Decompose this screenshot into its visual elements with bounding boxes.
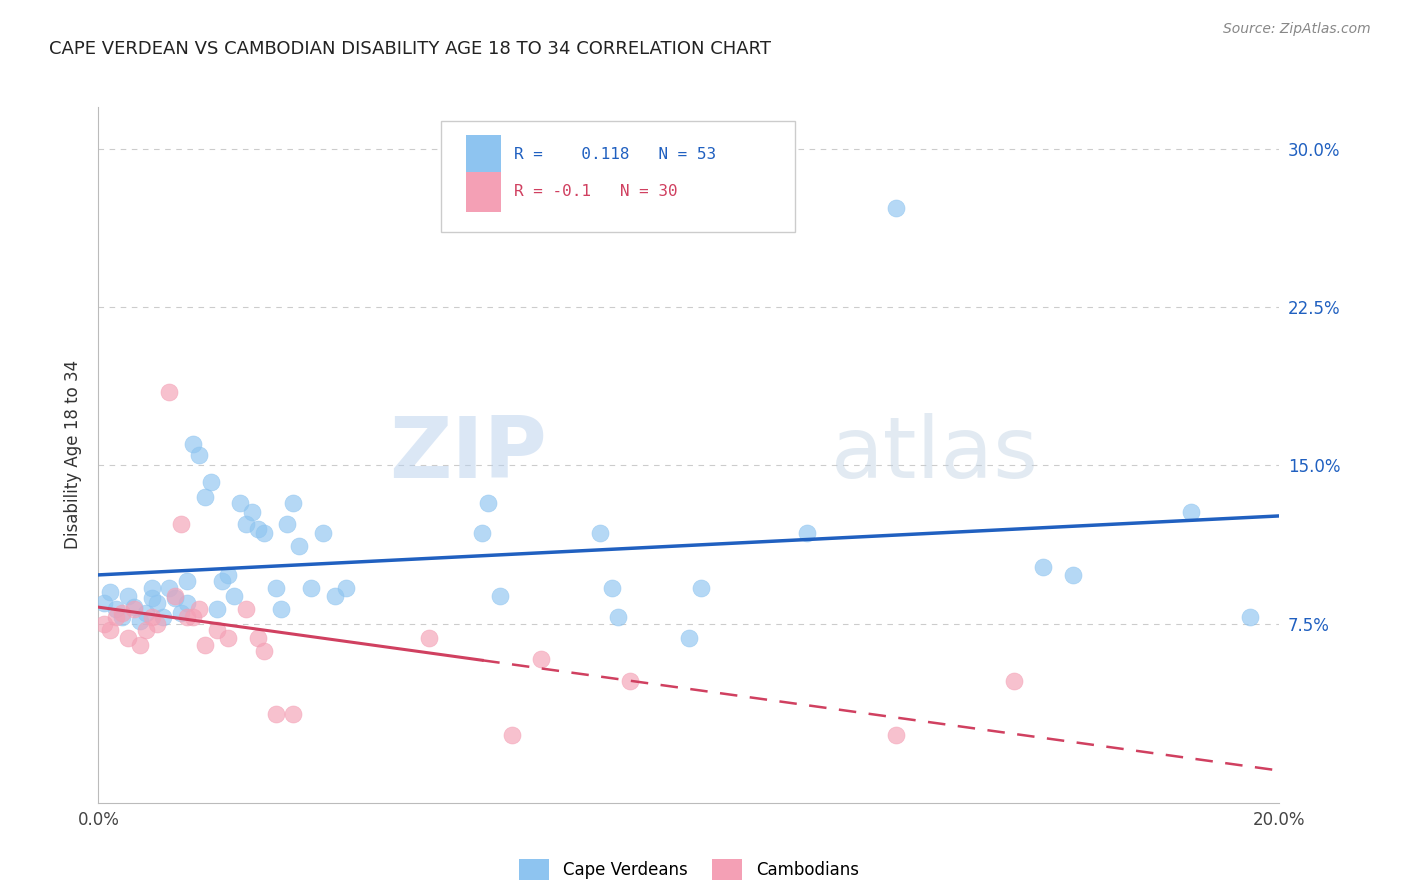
Text: R = -0.1   N = 30: R = -0.1 N = 30 [515,185,678,200]
Point [93,616,115,631]
Point [152,610,174,624]
Point [283,496,305,510]
Point [264,707,287,722]
Point [235,517,257,532]
Point [181,610,204,624]
Point [141,610,163,624]
FancyBboxPatch shape [465,172,501,211]
Point [122,602,145,616]
Point [323,589,346,603]
Point [235,602,257,616]
Point [146,595,169,609]
Point [1002,673,1025,688]
Point [93,595,115,609]
Point [418,632,440,646]
Point [187,448,209,462]
Point [157,581,180,595]
Point [194,638,217,652]
Point [276,517,298,532]
Point [170,517,193,532]
Point [200,475,222,490]
Point [98,585,121,599]
Y-axis label: Disability Age 18 to 34: Disability Age 18 to 34 [65,360,83,549]
Point [530,652,553,666]
Point [141,581,163,595]
Point [181,437,204,451]
Point [176,595,198,609]
Point [176,610,198,624]
Point [157,384,180,399]
FancyBboxPatch shape [441,121,796,232]
Point [105,610,128,624]
Point [335,581,357,595]
Point [678,632,700,646]
Point [217,632,239,646]
Point [224,589,246,603]
Point [489,589,512,603]
Point [165,589,187,603]
Point [264,581,287,595]
Point [312,525,335,540]
Point [1032,559,1054,574]
Point [98,623,121,637]
Point [477,496,499,510]
Point [111,606,134,620]
Point [270,602,292,616]
Point [117,632,139,646]
Point [607,610,630,624]
Point [141,591,163,606]
Text: atlas: atlas [831,413,1039,497]
Point [217,568,239,582]
Point [471,525,494,540]
Point [128,615,150,629]
Point [501,728,523,742]
Point [299,581,322,595]
Point [176,574,198,589]
Point [135,623,157,637]
Point [117,589,139,603]
Point [253,525,276,540]
Point [170,606,193,620]
Point [187,602,209,616]
Point [122,599,145,614]
Point [288,539,311,553]
Point [283,707,305,722]
Point [884,201,907,215]
Point [253,644,276,658]
Point [1062,568,1084,582]
Point [240,505,263,519]
Point [619,673,641,688]
Point [229,496,252,510]
Point [689,581,711,595]
Point [246,632,269,646]
Text: ZIP: ZIP [389,413,547,497]
Point [589,525,612,540]
Point [1180,505,1202,519]
FancyBboxPatch shape [465,135,501,174]
Point [105,602,128,616]
Point [796,525,818,540]
Point [128,638,150,652]
Text: Source: ZipAtlas.com: Source: ZipAtlas.com [1223,22,1371,37]
Point [165,591,187,606]
Point [146,616,169,631]
Point [194,490,217,504]
Point [135,606,157,620]
Point [205,602,228,616]
Point [1239,610,1261,624]
Point [884,728,907,742]
Point [205,623,228,637]
Text: CAPE VERDEAN VS CAMBODIAN DISABILITY AGE 18 TO 34 CORRELATION CHART: CAPE VERDEAN VS CAMBODIAN DISABILITY AGE… [49,40,772,58]
Point [246,522,269,536]
Point [211,574,233,589]
Text: R =    0.118   N = 53: R = 0.118 N = 53 [515,147,716,161]
Legend: Cape Verdeans, Cambodians: Cape Verdeans, Cambodians [513,853,865,887]
Point [600,581,623,595]
Point [111,610,134,624]
